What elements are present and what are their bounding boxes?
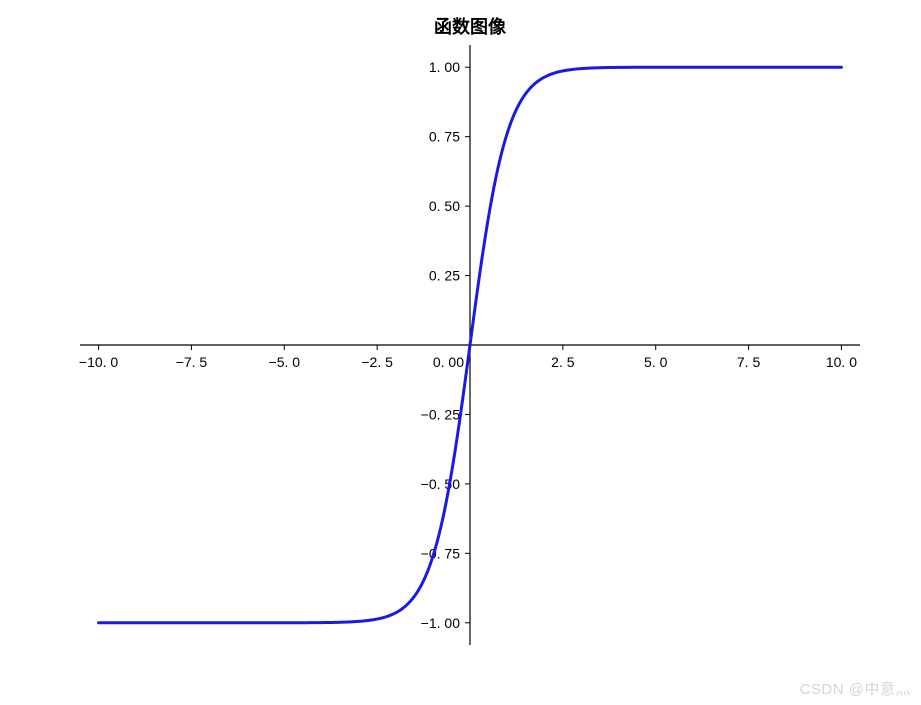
x-tick-label: −7. 5 xyxy=(176,354,208,370)
y-tick-label: 0. 75 xyxy=(429,129,460,145)
x-tick-label: −10. 0 xyxy=(79,354,119,370)
x-tick-label: 0. 00 xyxy=(433,354,464,370)
x-tick-label: −5. 0 xyxy=(269,354,301,370)
x-tick-label: 5. 0 xyxy=(644,354,668,370)
y-tick-label: −0. 50 xyxy=(421,476,461,492)
y-tick-label: 0. 25 xyxy=(429,268,460,284)
x-tick-label: −2. 5 xyxy=(361,354,393,370)
y-tick-label: −0. 25 xyxy=(421,406,461,422)
y-tick-label: 0. 50 xyxy=(429,198,460,214)
x-tick-label: 7. 5 xyxy=(737,354,761,370)
y-tick-label: −1. 00 xyxy=(421,615,461,631)
y-tick-label: 1. 00 xyxy=(429,59,460,75)
x-tick-label: 10. 0 xyxy=(826,354,857,370)
x-tick-label: 2. 5 xyxy=(551,354,575,370)
function-chart: 函数图像 −10. 0 −7. 5 −5. 0 −2. 5 0. 00 2. 5 5. 0 7.… xyxy=(0,0,921,705)
chart-bg xyxy=(0,0,921,705)
watermark: CSDN @中意灬 xyxy=(800,678,911,699)
chart-title: 函数图像 xyxy=(434,16,507,37)
y-tick-label: −0. 75 xyxy=(421,545,461,561)
chart-container: 函数图像 −10. 0 −7. 5 −5. 0 −2. 5 0. 00 2. 5 5. 0 7.… xyxy=(0,0,921,705)
